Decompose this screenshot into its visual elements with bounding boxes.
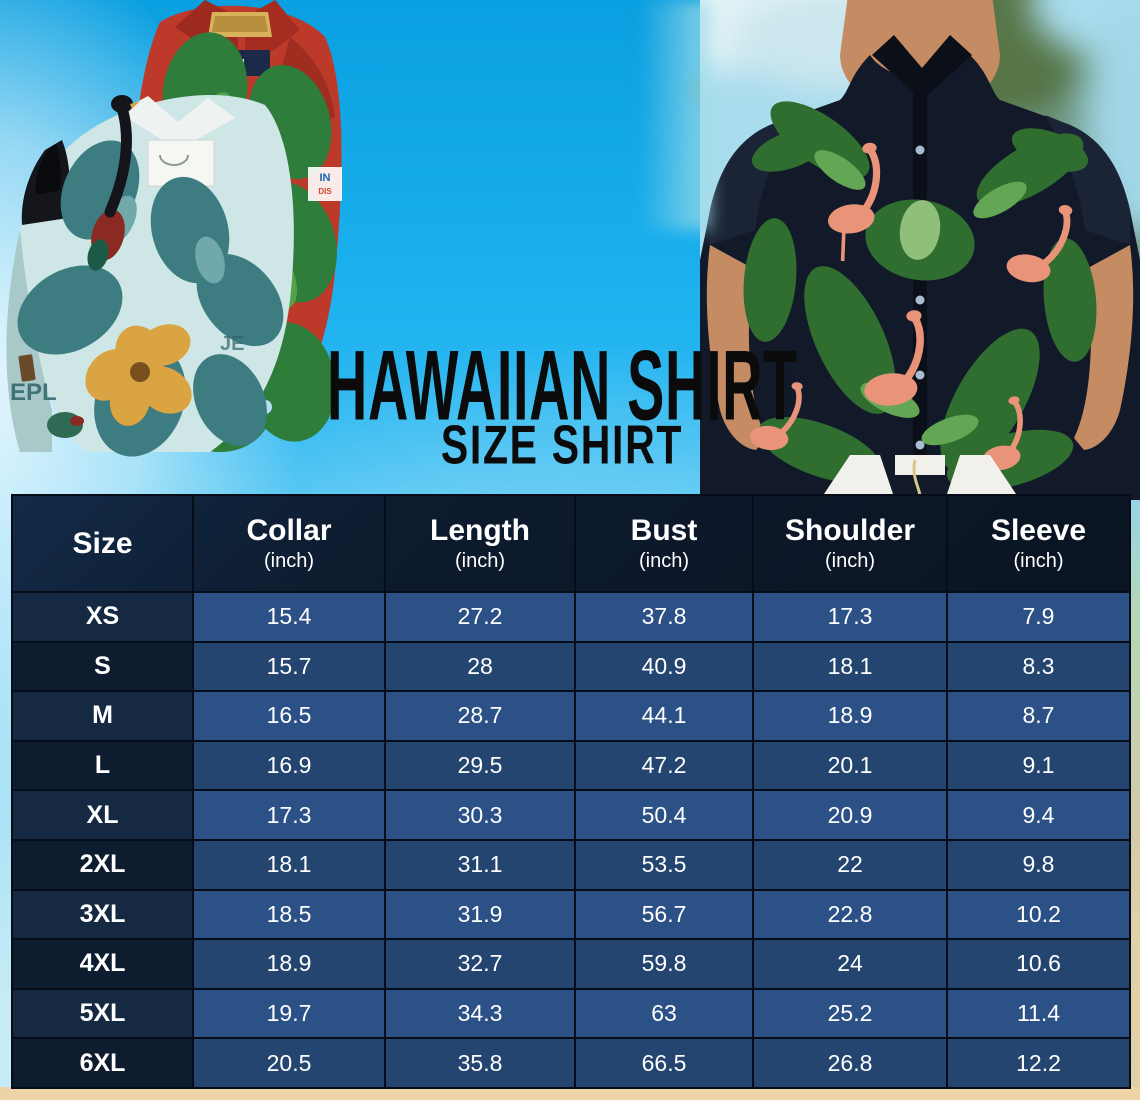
svg-text:DIS: DIS — [318, 187, 332, 196]
svg-text:IN: IN — [320, 172, 331, 184]
